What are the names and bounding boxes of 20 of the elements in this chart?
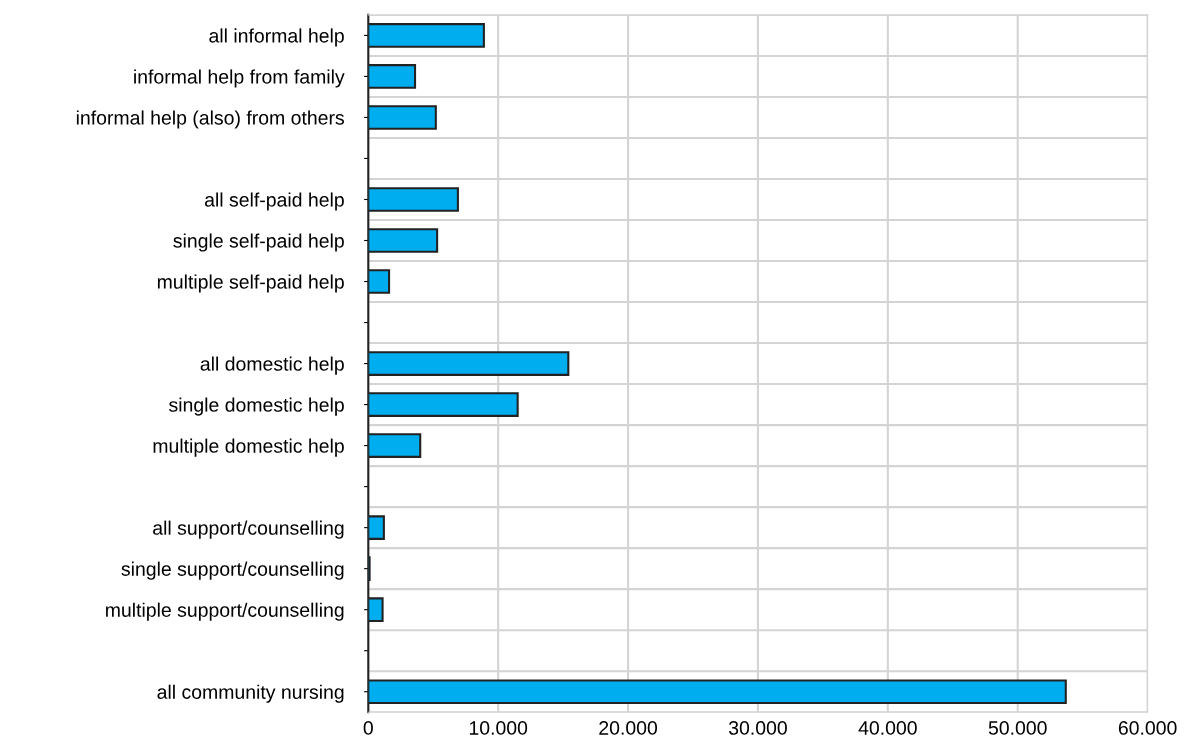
x-tick-label: 40.000: [858, 721, 917, 735]
y-tick-label: all self-paid help: [204, 192, 344, 211]
x-tick-label: 0: [363, 721, 373, 735]
y-tick-label: informal help from family: [134, 69, 345, 88]
x-tick-label: 10.000: [469, 721, 528, 735]
y-tick-label: single domestic help: [169, 397, 344, 416]
x-tick-label: 30.000: [728, 721, 787, 735]
y-tick-label: multiple self-paid help: [157, 274, 344, 293]
y-tick-label: single support/counselling: [121, 561, 344, 580]
x-tick-label: 60.000: [1118, 721, 1177, 735]
y-tick-label: all informal help: [209, 28, 344, 47]
y-tick-label: multiple domestic help: [153, 438, 344, 457]
y-tick-label: single self-paid help: [173, 233, 344, 252]
x-tick-label: 20.000: [599, 721, 658, 735]
x-tick-label: 50.000: [988, 721, 1047, 735]
y-tick-label: multiple support/counselling: [106, 602, 344, 621]
y-tick-label: all support/counselling: [153, 520, 344, 539]
y-tick-label: informal help (also) from others: [76, 110, 344, 129]
y-tick-label: all domestic help: [200, 356, 344, 375]
y-tick-label: all community nursing: [157, 684, 344, 703]
